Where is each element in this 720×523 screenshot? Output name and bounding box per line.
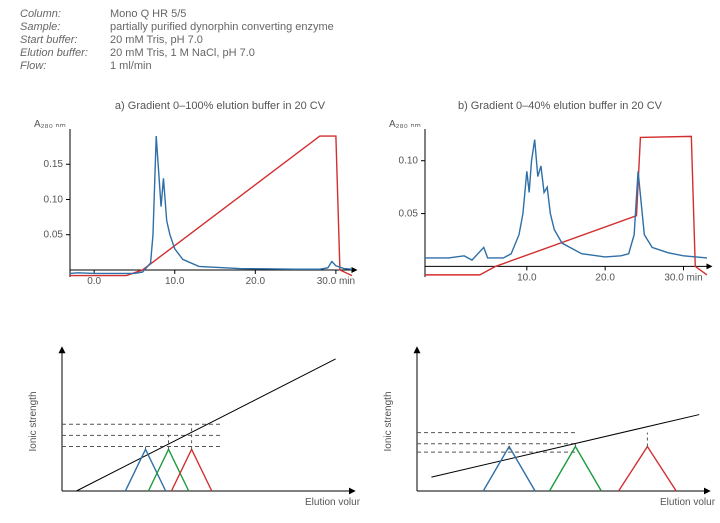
svg-text:30.0 min: 30.0 min [664, 272, 702, 283]
svg-text:30.0 min: 30.0 min [317, 276, 355, 287]
panel-a-title: a) Gradient 0–100% elution buffer in 20 … [80, 100, 360, 112]
svg-text:20.0: 20.0 [246, 276, 266, 287]
svg-text:Elution volume: Elution volume [305, 497, 360, 508]
schematic-b: Ionic strength Elution volume [375, 340, 715, 515]
svg-text:A₂₈₀ ₙₘ: A₂₈₀ ₙₘ [389, 119, 421, 130]
meta-row: Flow: 1 ml/min [20, 60, 334, 72]
meta-key: Sample: [20, 21, 110, 33]
svg-text:10.0: 10.0 [517, 272, 537, 283]
meta-val: 20 mM Tris, pH 7.0 [110, 34, 203, 46]
meta-val: Mono Q HR 5/5 [110, 8, 186, 20]
svg-text:0.05: 0.05 [44, 230, 64, 241]
meta-row: Column: Mono Q HR 5/5 [20, 8, 334, 20]
meta-val: partially purified dynorphin converting … [110, 21, 334, 33]
meta-key: Elution buffer: [20, 47, 110, 59]
svg-text:0.15: 0.15 [44, 159, 64, 170]
svg-text:0.10: 0.10 [44, 194, 64, 205]
svg-text:0.0: 0.0 [87, 276, 101, 287]
meta-key: Start buffer: [20, 34, 110, 46]
svg-text:A₂₈₀ ₙₘ: A₂₈₀ ₙₘ [34, 119, 66, 130]
chromatogram-b: A₂₈₀ ₙₘ 0.05 0.10 10.0 20.0 30.0 min [375, 115, 715, 305]
panel-b-title: b) Gradient 0–40% elution buffer in 20 C… [420, 100, 700, 112]
meta-row: Start buffer: 20 mM Tris, pH 7.0 [20, 34, 334, 46]
meta-val: 20 mM Tris, 1 M NaCl, pH 7.0 [110, 47, 255, 59]
svg-text:Elution volume: Elution volume [660, 497, 715, 508]
svg-text:10.0: 10.0 [165, 276, 185, 287]
svg-text:20.0: 20.0 [595, 272, 615, 283]
meta-table: Column: Mono Q HR 5/5 Sample: partially … [20, 8, 334, 73]
svg-text:Ionic strength: Ionic strength [383, 391, 394, 451]
svg-text:0.10: 0.10 [399, 156, 419, 167]
meta-row: Sample: partially purified dynorphin con… [20, 21, 334, 33]
chromatogram-a: A₂₈₀ ₙₘ 0.05 0.10 0.15 0.0 10.0 20.0 30.0 min [20, 115, 360, 305]
meta-key: Column: [20, 8, 110, 20]
svg-text:Ionic strength: Ionic strength [28, 391, 39, 451]
svg-text:0.05: 0.05 [399, 209, 419, 220]
meta-row: Elution buffer: 20 mM Tris, 1 M NaCl, pH… [20, 47, 334, 59]
meta-val: 1 ml/min [110, 60, 152, 72]
meta-key: Flow: [20, 60, 110, 72]
schematic-a: Ionic strength Elution volume [20, 340, 360, 515]
